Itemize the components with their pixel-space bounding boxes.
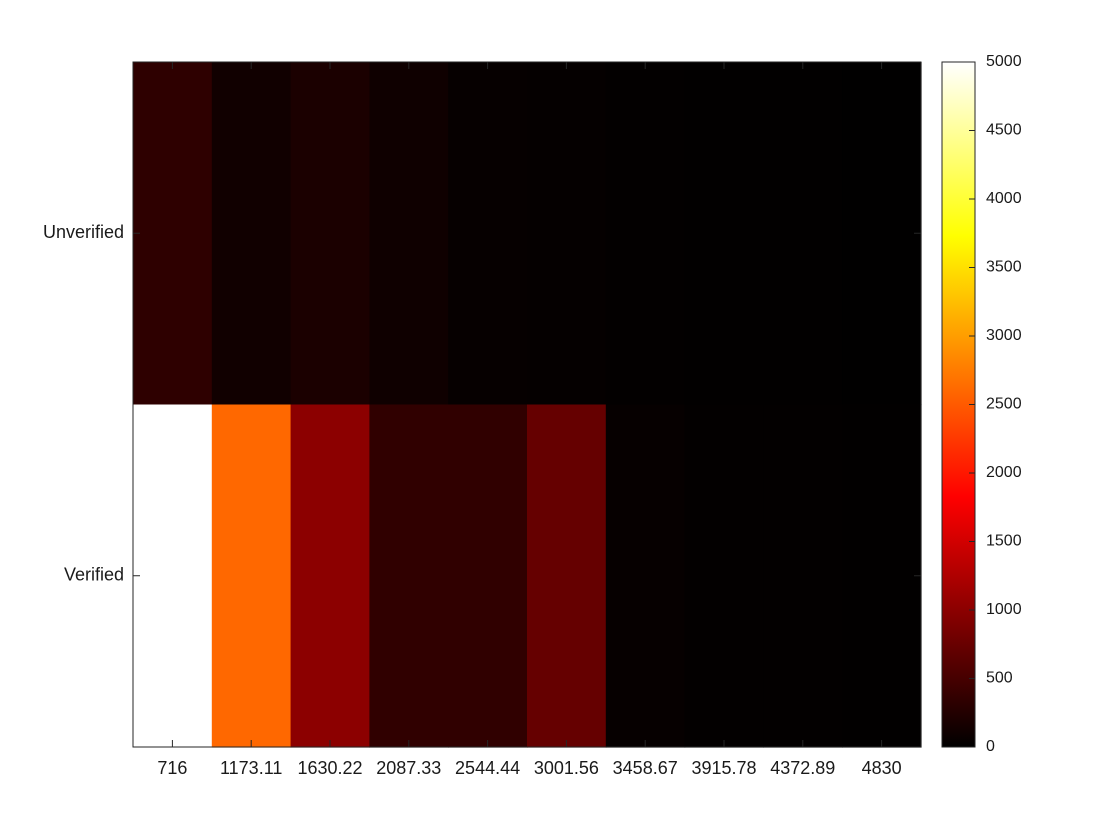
- colorbar-tick-label: 3000: [986, 327, 1022, 344]
- colorbar-tick-label: 4500: [986, 122, 1022, 139]
- y-axis: Unverified Verified: [43, 222, 921, 585]
- heatmap-cell: [842, 404, 922, 748]
- colorbar-tick-label: 5000: [986, 53, 1022, 70]
- x-tick-label: 3001.56: [534, 758, 599, 778]
- heatmap-cells: [133, 62, 922, 748]
- colorbar-ticks: 0 500 1000 1500 2000 2500 3000 3500 4000 4500 5000: [969, 53, 1022, 755]
- x-tick-label: 1173.11: [220, 758, 282, 778]
- y-tick-label: Verified: [64, 565, 124, 585]
- colorbar-tick-label: 4000: [986, 190, 1022, 207]
- heatmap-cell: [290, 62, 370, 406]
- plot-area-frame: [132, 61, 922, 748]
- heatmap-cell: [842, 62, 922, 406]
- heatmap-cell: [369, 404, 449, 748]
- x-tick-label: 3915.78: [691, 758, 756, 778]
- x-tick-label: 2544.44: [455, 758, 520, 778]
- colorbar-tick-label: 1500: [986, 533, 1022, 550]
- x-tick-label: 716: [157, 758, 187, 778]
- x-tick-label: 4830: [862, 758, 902, 778]
- colorbar-tick-label: 2000: [986, 464, 1022, 481]
- heatmap-cell: [369, 62, 449, 406]
- heatmap-cell: [684, 62, 764, 406]
- x-axis: 716 1173.11 1630.22 2087.33 2544.44 3001.56 34…: [157, 62, 902, 778]
- heatmap-cell: [448, 404, 528, 748]
- heatmap-cell: [763, 62, 843, 406]
- x-tick-label: 2087.33: [376, 758, 441, 778]
- colorbar-tick-label: 1000: [986, 601, 1022, 618]
- heatmap-cell: [763, 404, 843, 748]
- colorbar-tick-label: 500: [986, 670, 1013, 687]
- colorbar-tick-label: 3500: [986, 259, 1022, 276]
- heatmap-cell: [290, 404, 370, 748]
- heatmap-cell: [684, 404, 764, 748]
- heatmap-cell: [605, 62, 686, 406]
- colorbar: 0 500 1000 1500 2000 2500 3000 3500 4000 4500 5000: [941, 53, 1022, 755]
- heatmap-cell: [211, 62, 292, 406]
- x-tick-label: 4372.89: [770, 758, 835, 778]
- colorbar-tick-label: 2500: [986, 396, 1022, 413]
- x-tick-label: 3458.67: [613, 758, 678, 778]
- heatmap-cell: [527, 62, 607, 406]
- x-tick-label: 1630.22: [297, 758, 362, 778]
- heatmap-cell: [527, 404, 607, 748]
- heatmap-cell: [133, 404, 213, 748]
- heatmap-cell: [605, 404, 686, 748]
- y-tick-label: Unverified: [43, 222, 124, 242]
- heatmap-cell: [133, 62, 213, 406]
- colorbar-tick-label: 0: [986, 738, 995, 755]
- heatmap-cell: [448, 62, 528, 406]
- heatmap-cell: [211, 404, 292, 748]
